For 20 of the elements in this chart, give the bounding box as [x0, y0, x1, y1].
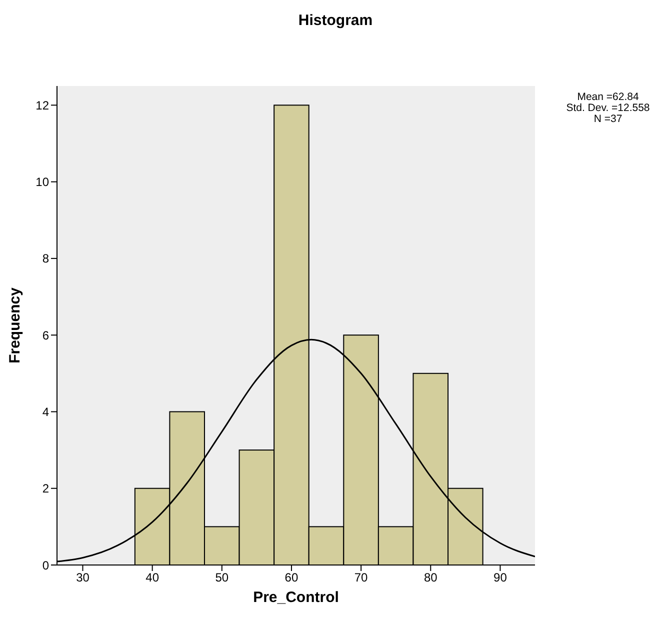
y-tick-label: 6: [42, 328, 50, 342]
x-tick-label: 70: [354, 570, 368, 585]
y-tick-label: 0: [42, 558, 50, 572]
text: Std. Dev. =12.558: [565, 102, 651, 114]
x-tick-label: 80: [424, 570, 438, 585]
y-tick-label: 4: [42, 404, 50, 419]
chart-title: Histogram: [297, 12, 374, 29]
x-axis-title: Pre_Control: [252, 588, 340, 608]
y-tick-label: 10: [36, 175, 50, 190]
x-tick-label: 60: [284, 570, 298, 585]
x-tick-label: 40: [146, 570, 160, 585]
text: N =37: [592, 113, 624, 125]
y-tick-label: 2: [42, 482, 50, 496]
y-tick-label: 12: [36, 98, 50, 112]
x-tick-label: 90: [494, 570, 508, 585]
text: Mean =62.84: [576, 91, 640, 103]
x-tick-label: 30: [76, 570, 90, 585]
y-axis-title: Frequency: [6, 286, 24, 364]
y-tick-label: 8: [42, 252, 50, 266]
x-tick-label: 50: [215, 570, 229, 585]
